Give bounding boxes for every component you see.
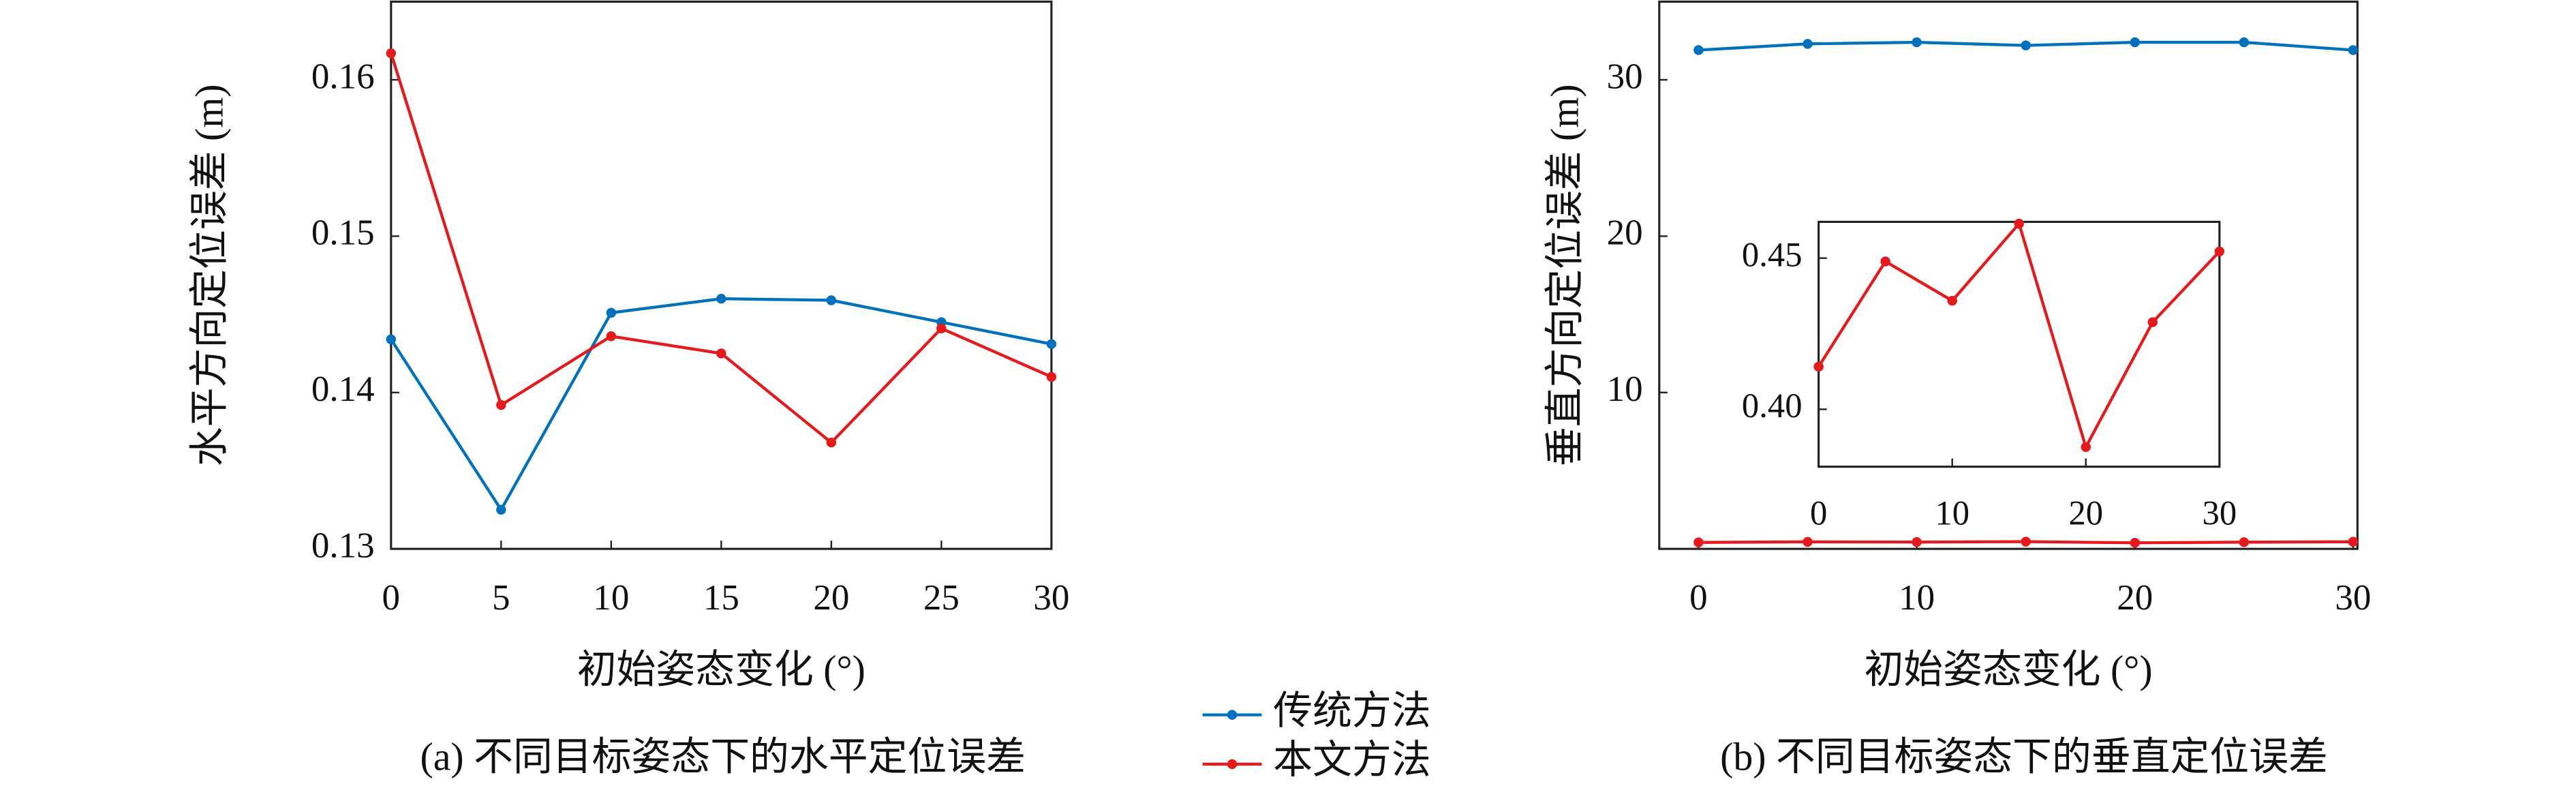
legend-label: 本文方法 xyxy=(1273,738,1430,782)
data-point xyxy=(2021,536,2031,547)
legend-marker xyxy=(1227,759,1238,770)
x-axis-label: 初始姿态变化 (°) xyxy=(1864,648,2152,692)
y-tick-label: 20 xyxy=(1607,213,1643,253)
legend-marker xyxy=(1227,710,1238,720)
data-point xyxy=(496,399,506,410)
x-tick-label: 15 xyxy=(703,578,739,618)
plot-area xyxy=(1818,220,2221,468)
y-tick-label: 0.40 xyxy=(1742,387,1803,425)
data-point xyxy=(1912,37,1922,48)
x-tick-label: 30 xyxy=(2203,494,2237,532)
data-point xyxy=(2348,45,2359,55)
y-tick-label: 30 xyxy=(1607,57,1643,96)
data-point xyxy=(606,307,617,318)
data-point xyxy=(2239,537,2250,547)
y-tick-label: 0.45 xyxy=(1742,235,1803,273)
x-tick-label: 0 xyxy=(382,578,401,618)
x-tick-label: 25 xyxy=(923,578,960,618)
legend-label: 传统方法 xyxy=(1273,689,1430,733)
x-tick-label: 30 xyxy=(1033,578,1069,618)
x-tick-label: 10 xyxy=(1935,494,1969,532)
data-point xyxy=(2348,536,2359,547)
data-point xyxy=(386,48,397,59)
data-point xyxy=(1693,45,1704,55)
y-tick-label: 10 xyxy=(1607,369,1643,409)
caption: (b) 不同目标姿态下的垂直定位误差 xyxy=(1720,734,2328,779)
data-point xyxy=(826,295,837,305)
caption: (a) 不同目标姿态下的水平定位误差 xyxy=(420,734,1026,779)
data-point xyxy=(2147,317,2158,327)
data-point xyxy=(1947,295,1957,306)
data-point xyxy=(2014,218,2024,229)
y-axis-label: 水平方向定位误差 (m) xyxy=(187,84,232,466)
x-tick-label: 20 xyxy=(2068,494,2103,532)
data-point xyxy=(2130,538,2140,548)
data-point xyxy=(1803,536,1813,547)
x-axis-label: 初始姿态变化 (°) xyxy=(577,648,865,692)
data-point xyxy=(1803,39,1813,49)
x-tick-label: 10 xyxy=(593,578,629,618)
y-tick-label: 0.16 xyxy=(311,57,375,96)
y-axis-label: 垂直方向定位误差 (m) xyxy=(1542,84,1586,466)
data-point xyxy=(2081,442,2091,453)
x-tick-label: 0 xyxy=(1810,494,1827,532)
data-point xyxy=(716,348,726,359)
data-point xyxy=(716,293,726,304)
data-point xyxy=(936,323,947,333)
y-tick-label: 0.14 xyxy=(311,369,375,409)
x-tick-label: 10 xyxy=(1899,578,1935,618)
y-tick-label: 0.13 xyxy=(311,526,375,565)
x-tick-label: 20 xyxy=(813,578,849,618)
x-tick-label: 5 xyxy=(492,578,510,618)
data-point xyxy=(496,504,506,515)
data-point xyxy=(2021,40,2031,50)
y-tick-label: 0.15 xyxy=(311,213,375,253)
data-point xyxy=(1046,372,1057,382)
data-point xyxy=(2214,246,2225,257)
x-tick-label: 0 xyxy=(1689,578,1708,618)
data-point xyxy=(2130,37,2140,48)
data-point xyxy=(1912,536,1922,547)
x-tick-label: 30 xyxy=(2335,578,2371,618)
data-point xyxy=(606,331,617,342)
data-point xyxy=(1693,537,1704,547)
x-tick-label: 20 xyxy=(2117,578,2153,618)
data-point xyxy=(2239,37,2250,48)
data-point xyxy=(1046,339,1057,349)
plot-area xyxy=(390,0,1053,550)
data-point xyxy=(1880,256,1890,267)
data-point xyxy=(386,334,397,345)
data-point xyxy=(826,437,837,448)
data-point xyxy=(1813,361,1824,372)
